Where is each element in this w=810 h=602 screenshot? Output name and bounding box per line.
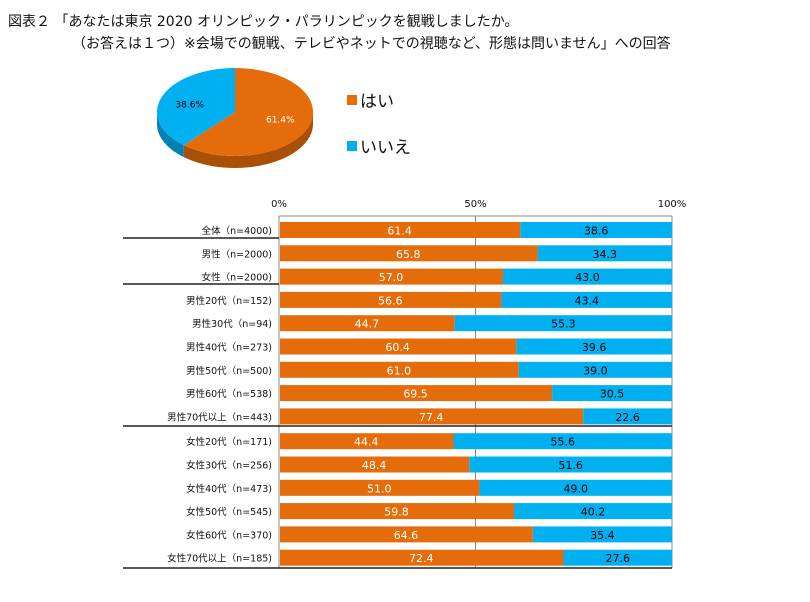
bar-label-yes: 48.4 xyxy=(362,459,387,472)
pie-side-1 xyxy=(157,112,184,158)
category-label: 女性60代（n=370) xyxy=(186,529,272,541)
chart-title-line2: （お答えは１つ）※会場での観戦、テレビやネットでの視聴など、形態は問いません」へ… xyxy=(72,36,671,52)
pie-side-0 xyxy=(183,112,313,169)
category-label: 全体（n=4000) xyxy=(202,225,272,237)
bar-label-no: 35.4 xyxy=(590,529,615,542)
bar-no xyxy=(583,408,672,425)
category-label: 男性50代（n=500) xyxy=(186,365,272,377)
bar-no xyxy=(469,456,672,473)
bar-yes xyxy=(280,361,519,378)
bar-label-yes: 60.4 xyxy=(385,341,410,354)
bar-yes xyxy=(280,456,470,473)
bar-yes xyxy=(280,549,564,566)
category-label: 男性40代（n=273) xyxy=(186,342,272,354)
bar-no xyxy=(518,361,672,378)
category-label: 男性20代（n=152) xyxy=(186,295,272,307)
x-tick-label: 100% xyxy=(658,199,687,210)
x-tick-label: 50% xyxy=(464,199,486,210)
legend-swatch-1 xyxy=(347,141,357,151)
bar-no xyxy=(520,222,672,238)
bar-yes xyxy=(280,526,533,543)
bar-no xyxy=(501,291,672,308)
bar-no xyxy=(503,268,672,285)
bar-no xyxy=(479,479,672,496)
bar-no xyxy=(453,433,672,450)
x-tick-label: 0% xyxy=(271,199,287,210)
bar-label-no: 49.0 xyxy=(563,482,588,495)
bar-yes xyxy=(280,338,517,355)
category-label: 男性70代以上（n=443) xyxy=(167,411,272,423)
category-label: 女性30代（n=256) xyxy=(186,460,272,472)
bar-label-no: 40.2 xyxy=(581,506,606,519)
pie-slice-1 xyxy=(157,68,235,146)
category-label: 女性（n=2000) xyxy=(202,272,272,284)
bar-yes xyxy=(280,503,515,520)
bar-label-yes: 65.8 xyxy=(396,248,421,261)
bar-label-no: 55.3 xyxy=(551,318,576,331)
bar-label-no: 30.5 xyxy=(600,388,625,401)
bar-yes xyxy=(280,479,480,496)
bar-label-yes: 44.7 xyxy=(355,318,380,331)
bar-label-no: 43.0 xyxy=(575,271,600,284)
bar-label-yes: 61.4 xyxy=(387,225,412,238)
bar-yes xyxy=(280,315,455,332)
bar-no xyxy=(563,549,672,566)
category-label: 女性40代（n=473) xyxy=(186,483,272,495)
bar-yes xyxy=(280,433,454,450)
bar-no xyxy=(516,338,672,355)
bar-label-no: 22.6 xyxy=(615,411,640,424)
bar-no xyxy=(532,526,672,543)
bar-label-no: 34.3 xyxy=(593,248,618,261)
category-label: 女性70代以上（n=185) xyxy=(167,553,272,565)
bar-label-no: 38.6 xyxy=(584,225,609,238)
bar-label-yes: 77.4 xyxy=(419,411,444,424)
bar-label-yes: 57.0 xyxy=(379,271,404,284)
bar-no xyxy=(552,385,672,402)
bar-yes xyxy=(280,222,521,238)
bar-label-yes: 44.4 xyxy=(354,436,379,449)
bar-label-no: 39.6 xyxy=(582,341,607,354)
bar-label-yes: 69.5 xyxy=(403,388,428,401)
bar-label-yes: 59.8 xyxy=(384,506,409,519)
bar-yes xyxy=(280,291,502,308)
bar-label-yes: 64.6 xyxy=(394,529,419,542)
bar-no xyxy=(454,315,672,332)
bar-label-no: 51.6 xyxy=(558,459,583,472)
category-label: 男性60代（n=538) xyxy=(186,388,272,400)
bar-yes xyxy=(280,245,538,262)
pie-slice-0 xyxy=(183,68,313,156)
bar-yes xyxy=(280,408,584,425)
category-label: 男性（n=2000) xyxy=(202,248,272,260)
bar-no xyxy=(514,503,672,520)
legend-label-0: はい xyxy=(360,92,394,112)
bar-label-yes: 61.0 xyxy=(387,364,412,377)
bar-label-no: 43.4 xyxy=(574,294,599,307)
bar-label-no: 39.0 xyxy=(583,364,608,377)
bar-no xyxy=(537,245,672,262)
bar-label-yes: 72.4 xyxy=(409,552,434,565)
legend-label-1: いいえ xyxy=(360,138,411,158)
category-label: 女性20代（n=171) xyxy=(186,436,272,448)
bar-label-yes: 51.0 xyxy=(367,482,392,495)
bar-label-no: 27.6 xyxy=(606,552,631,565)
category-label: 女性50代（n=545) xyxy=(186,506,272,518)
legend-swatch-0 xyxy=(347,95,357,105)
bar-label-no: 55.6 xyxy=(550,436,575,449)
pie-data-label: 38.6% xyxy=(175,100,204,110)
bar-yes xyxy=(280,385,553,402)
bar-label-yes: 56.6 xyxy=(378,294,403,307)
bar-yes xyxy=(280,268,504,285)
category-label: 男性30代（n=94) xyxy=(192,318,272,330)
chart-title-line1: 図表２ 「あなたは東京 2020 オリンピック・パラリンピックを観戦しましたか。 xyxy=(8,14,519,30)
pie-data-label: 61.4% xyxy=(266,116,295,126)
